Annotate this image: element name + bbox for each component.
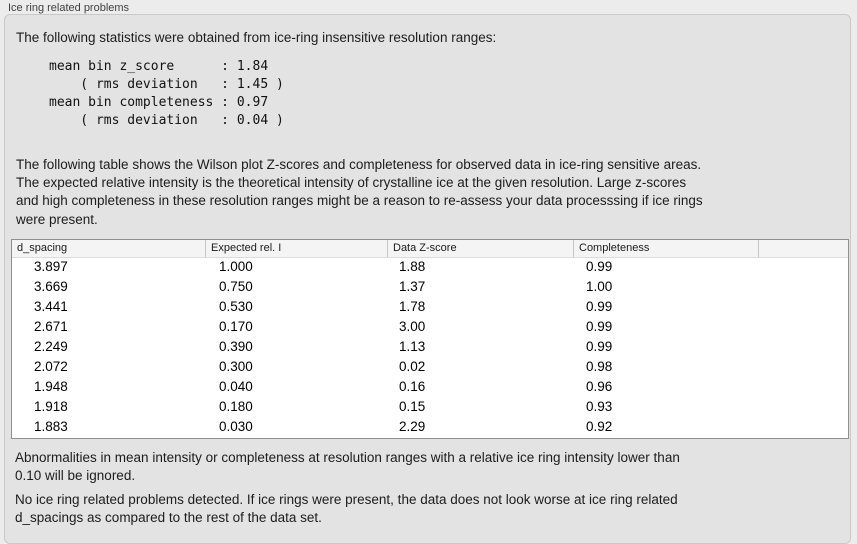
table-column-header[interactable] (758, 240, 848, 257)
table-row[interactable]: 1.948 0.040 0.16 0.96 (12, 378, 848, 398)
table-cell: 1.78 (399, 299, 426, 314)
stats-block: mean bin z_score : 1.84 ( rms deviation … (49, 59, 284, 128)
table-cell: 1.948 (34, 379, 68, 394)
table-column-header[interactable]: Completeness (573, 240, 758, 257)
table-cell-empty (758, 418, 848, 438)
table-cell: 0.030 (219, 419, 253, 434)
table-cell: 1.883 (34, 419, 68, 434)
table-cell: 0.02 (399, 359, 426, 374)
table-cell: 2.072 (34, 359, 68, 374)
table-row[interactable]: 3.897 1.000 1.88 0.99 (12, 258, 848, 278)
table-cell: 3.441 (34, 299, 68, 314)
table-cell: 1.13 (399, 339, 426, 354)
table-cell: 0.390 (219, 339, 253, 354)
table-cell: 0.93 (586, 399, 613, 414)
table-cell: 0.99 (586, 299, 613, 314)
table-cell: 0.16 (399, 379, 426, 394)
table-cell: 0.99 (586, 319, 613, 334)
table-cell: 0.530 (219, 299, 253, 314)
table-cell: 1.88 (399, 259, 426, 274)
table-cell: 0.180 (219, 399, 253, 414)
table-cell: 1.000 (219, 259, 253, 274)
table-row[interactable]: 1.883 0.030 2.29 0.92 (12, 418, 848, 438)
table-cell: 0.15 (399, 399, 426, 414)
table-row[interactable]: 3.441 0.530 1.78 0.99 (12, 298, 848, 318)
table-cell: 3.00 (399, 319, 426, 334)
table-cell: 1.918 (34, 399, 68, 414)
note-text: Abnormalities in mean intensity or compl… (15, 450, 680, 483)
table-cell: 2.249 (34, 339, 68, 354)
table-cell: 2.29 (399, 419, 426, 434)
table-row[interactable]: 2.671 0.170 3.00 0.99 (12, 318, 848, 338)
intro-text: The following statistics were obtained f… (16, 30, 497, 45)
table-cell-empty (758, 378, 848, 398)
table-cell: 3.897 (34, 259, 68, 274)
table-column-header[interactable]: Data Z-score (387, 240, 573, 257)
table-cell: 0.750 (219, 279, 253, 294)
table-cell: 0.96 (586, 379, 613, 394)
table-cell-empty (758, 278, 848, 298)
ice-ring-table[interactable]: d_spacing Expected rel. I Data Z-score Comp… (11, 239, 849, 439)
table-cell: 2.671 (34, 319, 68, 334)
table-cell-empty (758, 258, 848, 278)
table-cell-empty (758, 338, 848, 358)
table-cell-empty (758, 318, 848, 338)
table-cell: 0.040 (219, 379, 253, 394)
table-header-row: d_spacing Expected rel. I Data Z-score Comp… (12, 240, 848, 258)
table-column-header[interactable]: d_spacing (17, 242, 68, 254)
table-cell: 0.99 (586, 339, 613, 354)
table-cell: 0.98 (586, 359, 613, 374)
table-row[interactable]: 3.669 0.750 1.37 1.00 (12, 278, 848, 298)
table-cell-empty (758, 358, 848, 378)
table-row[interactable]: 2.072 0.300 0.02 0.98 (12, 358, 848, 378)
conclusion-text: No ice ring related problems detected. I… (15, 492, 678, 525)
table-cell: 0.92 (586, 419, 613, 434)
table-cell-empty (758, 398, 848, 418)
table-row[interactable]: 2.249 0.390 1.13 0.99 (12, 338, 848, 358)
table-cell: 1.00 (586, 279, 613, 294)
table-cell: 0.300 (219, 359, 253, 374)
table-cell: 3.669 (34, 279, 68, 294)
table-column-header[interactable]: Expected rel. I (205, 240, 387, 257)
table-description-text: The following table shows the Wilson plo… (16, 157, 703, 227)
table-cell-empty (758, 298, 848, 318)
table-cell: 0.170 (219, 319, 253, 334)
table-body: 3.897 1.000 1.88 0.99 3.669 0.750 1.37 1.00 3.44… (12, 258, 848, 438)
table-cell: 0.99 (586, 259, 613, 274)
table-row[interactable]: 1.918 0.180 0.15 0.93 (12, 398, 848, 418)
table-cell: 1.37 (399, 279, 426, 294)
group-box-title: Ice ring related problems (8, 2, 130, 14)
